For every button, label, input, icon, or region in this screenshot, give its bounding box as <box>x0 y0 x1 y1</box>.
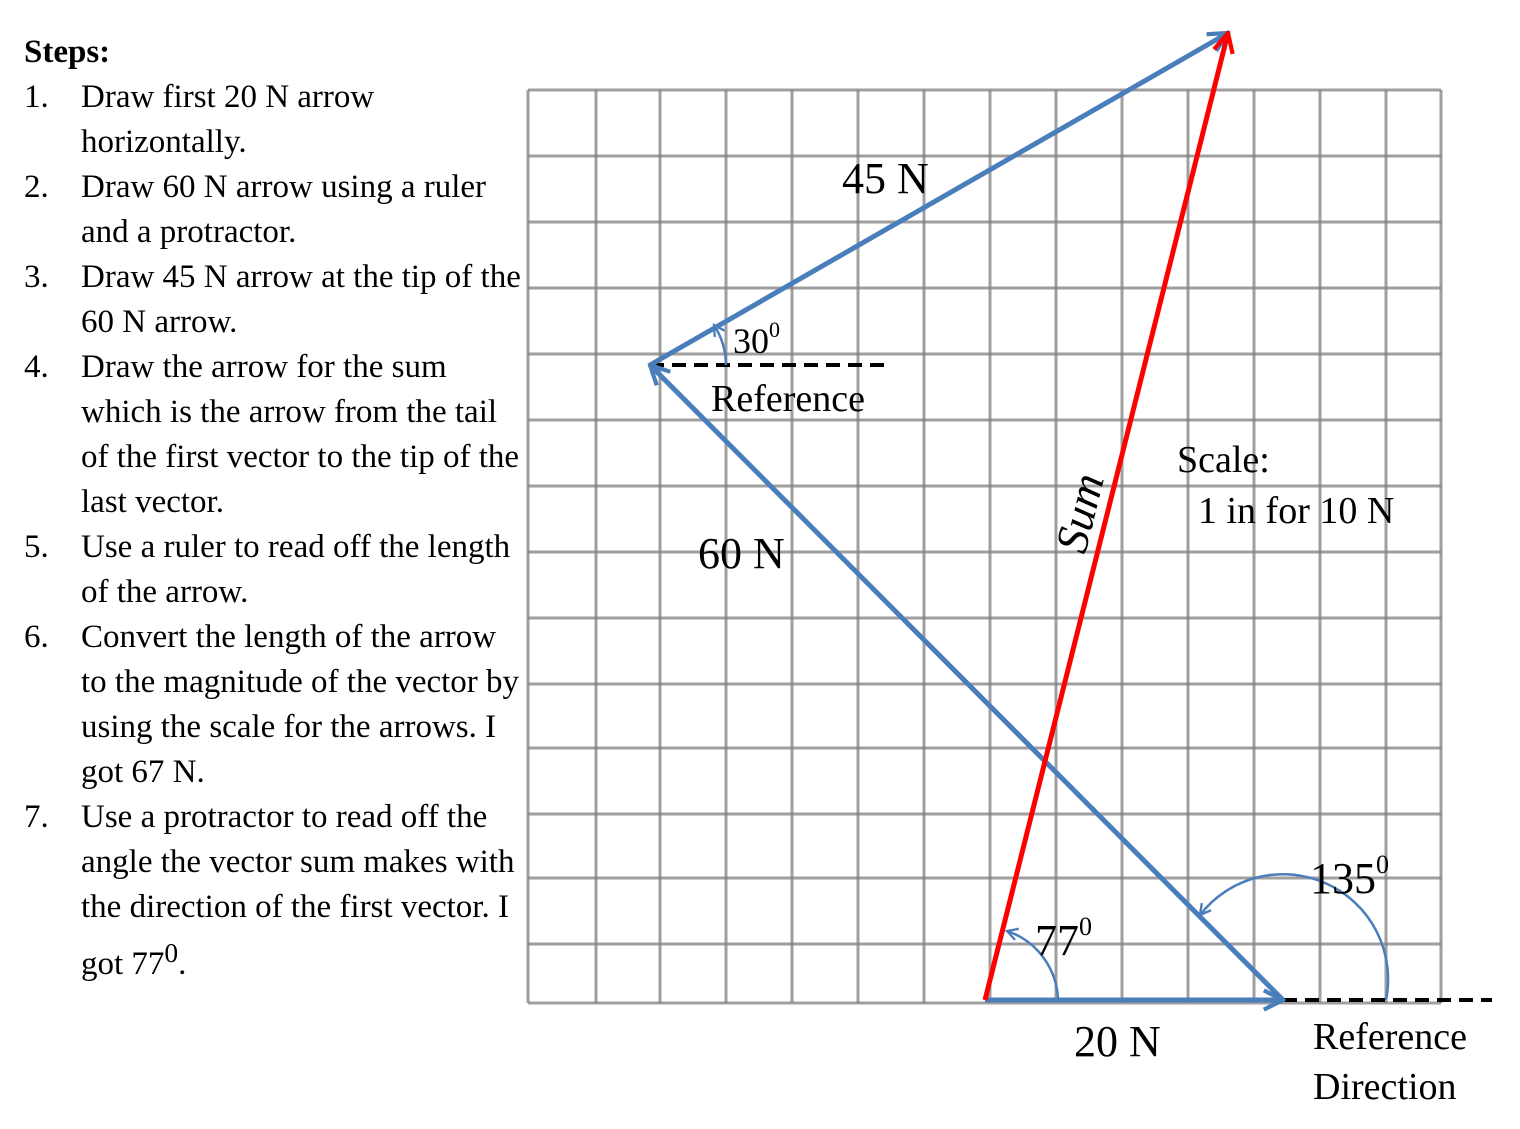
angle-77-label: 770 <box>1035 912 1092 965</box>
step-item: 7. Use a protractor to read off the angle… <box>24 795 524 987</box>
step-text: Convert the length of the arrow to the m… <box>81 619 520 790</box>
step-item: 4. Draw the arrow for the sum which is th… <box>24 345 524 525</box>
step-text: Draw first 20 N arrow horizontally. <box>81 79 375 160</box>
scale-title: Scale: <box>1177 439 1270 481</box>
angle-30-label: 300 <box>733 317 780 361</box>
step-text-end: . <box>178 946 187 982</box>
reference-direction-line2: Direction <box>1313 1066 1457 1108</box>
step-number: 1. <box>24 79 49 115</box>
step-number: 4. <box>24 349 49 385</box>
scale-value: 1 in for 10 N <box>1198 490 1394 532</box>
step-item: 1. Draw first 20 N arrow horizontally. <box>24 75 524 165</box>
reference-label: Reference <box>711 378 865 420</box>
step-text: Draw 45 N arrow at the tip of the 60 N a… <box>81 259 521 340</box>
step-text: Use a ruler to read off the length of th… <box>81 529 511 610</box>
angle-135-arc <box>1200 872 1390 1001</box>
angle-135-label: 1350 <box>1310 850 1389 903</box>
vector-45n-arrow <box>648 33 1228 368</box>
step-text: Use a protractor to read off the angle t… <box>81 799 515 982</box>
vector-60n-arrow <box>650 365 1285 1002</box>
step-number: 6. <box>24 619 49 655</box>
vector-sum-arrow <box>982 33 1228 1001</box>
step-item: 3. Draw 45 N arrow at the tip of the 60 N… <box>24 255 524 345</box>
step-item: 5. Use a ruler to read off the length of … <box>24 525 524 615</box>
step-number: 5. <box>24 529 49 565</box>
angle-30-arc <box>714 325 728 366</box>
step-number: 7. <box>24 799 49 835</box>
step-item: 2. Draw 60 N arrow using a ruler and a pr… <box>24 165 524 255</box>
step-number: 3. <box>24 259 49 295</box>
step-text: Draw 60 N arrow using a ruler and a prot… <box>81 169 487 250</box>
steps-heading: Steps: <box>24 34 111 70</box>
step-text: Draw the arrow for the sum which is the … <box>81 349 520 520</box>
grid-background <box>526 88 1443 1005</box>
label-45n: 45 N <box>842 154 929 203</box>
label-60n: 60 N <box>698 529 785 578</box>
angle-77-arc <box>1007 931 1060 1001</box>
step-number: 2. <box>24 169 49 205</box>
steps-list: 1. Draw first 20 N arrow horizontally. 2.… <box>24 75 524 987</box>
steps-panel: Steps: 1. Draw first 20 N arrow horizonta… <box>24 30 524 987</box>
step-degree-sup: 0 <box>164 937 179 968</box>
label-20n: 20 N <box>1074 1017 1161 1066</box>
step-item: 6. Convert the length of the arrow to the… <box>24 615 524 795</box>
reference-direction-line1: Reference <box>1313 1016 1467 1058</box>
